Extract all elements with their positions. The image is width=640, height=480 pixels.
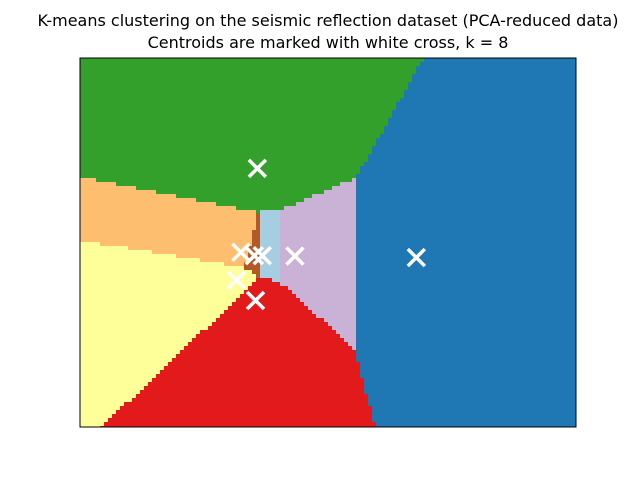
centroid-marker-1 — [406, 247, 427, 268]
cluster-region-2 — [80, 58, 424, 214]
centroid-markers — [226, 158, 427, 311]
cluster-region-3 — [80, 178, 256, 266]
chart-subtitle: Centroids are marked with white cross, k… — [147, 33, 509, 52]
cluster-region-8 — [260, 210, 280, 282]
cluster-region-5 — [100, 278, 376, 427]
centroid-marker-4 — [226, 270, 247, 290]
axes-frame — [79, 57, 577, 428]
centroid-marker-5 — [245, 290, 266, 311]
cluster-region-1 — [356, 58, 576, 427]
centroid-marker-2 — [247, 158, 268, 179]
chart-title: K-means clustering on the seismic reflec… — [37, 11, 619, 30]
cluster-regions — [80, 58, 576, 427]
cluster-region-4 — [80, 242, 256, 427]
cluster-region-6 — [280, 178, 356, 350]
centroid-marker-6 — [285, 246, 305, 266]
centroid-marker-7 — [244, 245, 265, 266]
centroid-marker-8 — [252, 245, 272, 266]
